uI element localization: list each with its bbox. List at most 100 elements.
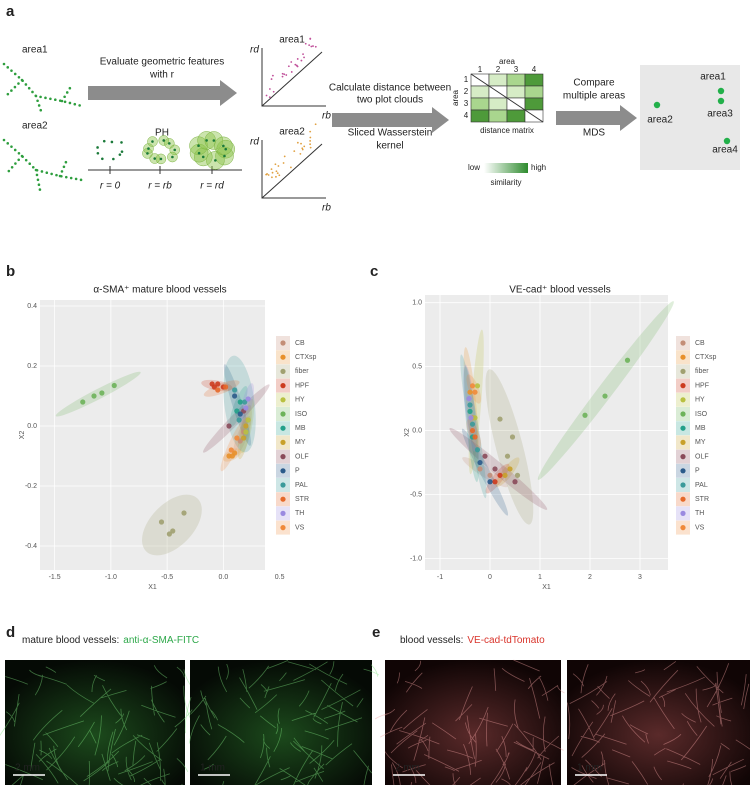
cloud-point xyxy=(118,153,122,156)
cloud-point xyxy=(120,141,123,144)
legend-marker xyxy=(680,468,686,474)
legend-marker xyxy=(680,525,686,531)
y-tick-label: -0.2 xyxy=(25,483,37,490)
x-tick-label: 2 xyxy=(588,574,592,581)
diagram-point xyxy=(308,44,311,47)
legend-marker xyxy=(680,397,686,403)
legend-marker xyxy=(680,454,686,460)
cloud-point xyxy=(110,140,114,144)
data-point xyxy=(624,357,631,363)
step-text: multiple areas xyxy=(563,91,625,102)
diagram-point xyxy=(312,45,314,47)
x-tick-label: 3 xyxy=(638,574,642,581)
data-point xyxy=(232,393,238,399)
axis-label: rd xyxy=(250,45,259,56)
method-text: MDS xyxy=(583,128,606,139)
data-point xyxy=(477,466,483,472)
data-point xyxy=(497,416,503,422)
y-axis-label: X2 xyxy=(404,428,411,437)
data-point xyxy=(170,528,176,534)
data-point xyxy=(215,387,221,393)
legend-marker xyxy=(280,525,286,531)
panel-label: d xyxy=(6,624,15,641)
panel-label: b xyxy=(6,263,15,280)
data-point xyxy=(514,472,521,478)
diagram-point xyxy=(267,174,270,176)
data-point xyxy=(468,415,474,421)
x-tick-label: -0.5 xyxy=(161,574,173,581)
matrix-cell xyxy=(524,97,544,111)
y-tick-label: -1.0 xyxy=(410,555,422,562)
mds-point xyxy=(717,97,725,105)
data-point xyxy=(223,384,229,390)
mds-point xyxy=(717,87,725,95)
confidence-ellipse xyxy=(537,301,674,480)
cloud-point xyxy=(146,152,149,155)
data-point xyxy=(237,438,243,444)
x-tick-label: 1 xyxy=(538,574,542,581)
matrix-cell xyxy=(470,85,490,99)
diagram-point xyxy=(282,162,285,164)
vessel-texture xyxy=(0,665,196,785)
cloud-point xyxy=(197,144,200,148)
matrix-index: 4 xyxy=(464,111,469,120)
vessel-texture xyxy=(374,659,565,785)
legend-marker xyxy=(680,425,686,431)
cloud-point xyxy=(224,147,228,151)
x-tick-label: 0 xyxy=(488,574,492,581)
data-point xyxy=(507,466,513,472)
legend-marker xyxy=(680,383,686,389)
step-text: Calculate distance between xyxy=(329,83,451,94)
legend-label: MY xyxy=(295,439,306,446)
matrix-cell xyxy=(488,109,508,123)
matrix-cell xyxy=(506,109,526,123)
data-point xyxy=(242,399,248,405)
confidence-ellipse xyxy=(495,457,520,487)
legend-label: fiber xyxy=(695,368,709,375)
legend-label: VS xyxy=(695,524,705,531)
cloud-point xyxy=(201,155,205,159)
confidence-ellipse xyxy=(239,383,255,424)
data-point xyxy=(492,479,498,485)
color-bar xyxy=(484,163,528,173)
data-point xyxy=(582,412,588,418)
confidence-ellipse xyxy=(461,428,509,516)
matrix-index: 3 xyxy=(464,99,469,108)
diagram-point xyxy=(265,94,268,97)
caption-text: mature blood vessels: xyxy=(22,635,119,646)
data-point xyxy=(245,396,251,402)
data-point xyxy=(467,389,473,395)
diagram-point xyxy=(314,123,317,126)
area-label: area2 xyxy=(22,121,48,132)
diagram-point xyxy=(302,53,304,56)
panel-label: a xyxy=(6,3,15,20)
stain-name: anti-α-SMA-FITC xyxy=(123,635,199,646)
legend-marker xyxy=(280,468,286,474)
matrix-caption: distance matrix xyxy=(480,126,534,135)
matrix-cell xyxy=(506,73,526,87)
diagram-point xyxy=(287,65,290,68)
vessel-texture xyxy=(566,661,750,785)
cloud-point xyxy=(212,139,216,142)
diagram-point xyxy=(296,141,299,144)
diagonal xyxy=(261,143,323,199)
mds-label: area4 xyxy=(712,145,738,156)
legend-label: ISO xyxy=(295,411,308,418)
data-point xyxy=(469,421,476,427)
diagram-point xyxy=(285,74,288,76)
diagram-point xyxy=(281,72,284,75)
legend-label: HPF xyxy=(295,382,309,389)
data-point xyxy=(474,383,481,389)
legend-label: CB xyxy=(695,340,705,347)
data-point xyxy=(492,466,498,472)
caption: mature blood vessels: anti-α-SMA-FITC xyxy=(22,635,199,646)
data-point xyxy=(245,417,251,423)
data-point xyxy=(477,459,483,466)
diagram-point xyxy=(309,146,312,149)
x-tick-label: -1 xyxy=(437,574,443,581)
data-point xyxy=(211,384,217,390)
matrix-cell xyxy=(524,73,544,87)
legend-label: CTXsp xyxy=(695,354,717,361)
legend-marker xyxy=(280,439,286,445)
legend-marker xyxy=(280,425,286,431)
